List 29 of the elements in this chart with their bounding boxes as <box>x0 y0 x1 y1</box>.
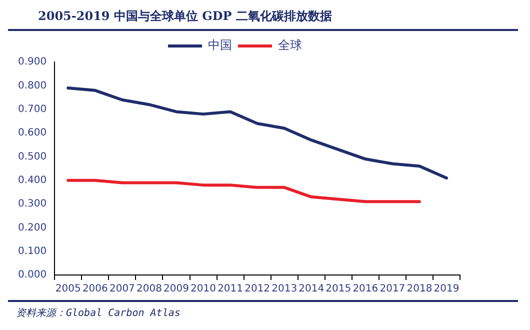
y-tick-label: 0.100 <box>18 246 47 257</box>
y-tick-label: 0.000 <box>18 270 47 281</box>
y-tick-label: 0.700 <box>18 104 47 115</box>
x-tick-label: 2006 <box>82 284 108 295</box>
x-tick-label: 2009 <box>164 284 189 295</box>
x-tick-label: 2012 <box>244 284 270 295</box>
y-tick-label: 0.800 <box>18 80 47 92</box>
x-tick-label: 2016 <box>352 284 378 295</box>
text: 资料来源：Global Carbon Atlas <box>8 300 518 320</box>
x-tick-label: 2008 <box>136 284 162 295</box>
x-tick-label: 2014 <box>298 284 324 295</box>
y-tick-label: 0.300 <box>18 198 47 210</box>
x-tick-label: 2017 <box>380 284 406 295</box>
x-tick-label: 2019 <box>434 284 460 295</box>
legend-label: 中国 <box>208 38 232 52</box>
y-tick-label: 0.500 <box>18 151 47 162</box>
y-tick-label: 0.200 <box>18 222 47 234</box>
x-tick-label: 2015 <box>326 284 352 295</box>
x-tick-label: 2005 <box>55 284 81 295</box>
y-tick-label: 0.400 <box>18 174 47 186</box>
legend-label: 全球 <box>278 38 302 52</box>
x-tick-label: 2007 <box>109 284 135 295</box>
x-tick-label: 2010 <box>190 284 216 295</box>
x-tick-label: 2018 <box>406 284 432 295</box>
y-tick-label: 0.900 <box>18 56 47 68</box>
x-tick-label: 2011 <box>218 284 244 295</box>
x-tick-label: 2013 <box>272 284 298 295</box>
y-tick-label: 0.600 <box>18 128 47 139</box>
chart-title: 2005-2019 中国与全球单位 GDP 二氧化碳排放数据 <box>8 8 518 31</box>
